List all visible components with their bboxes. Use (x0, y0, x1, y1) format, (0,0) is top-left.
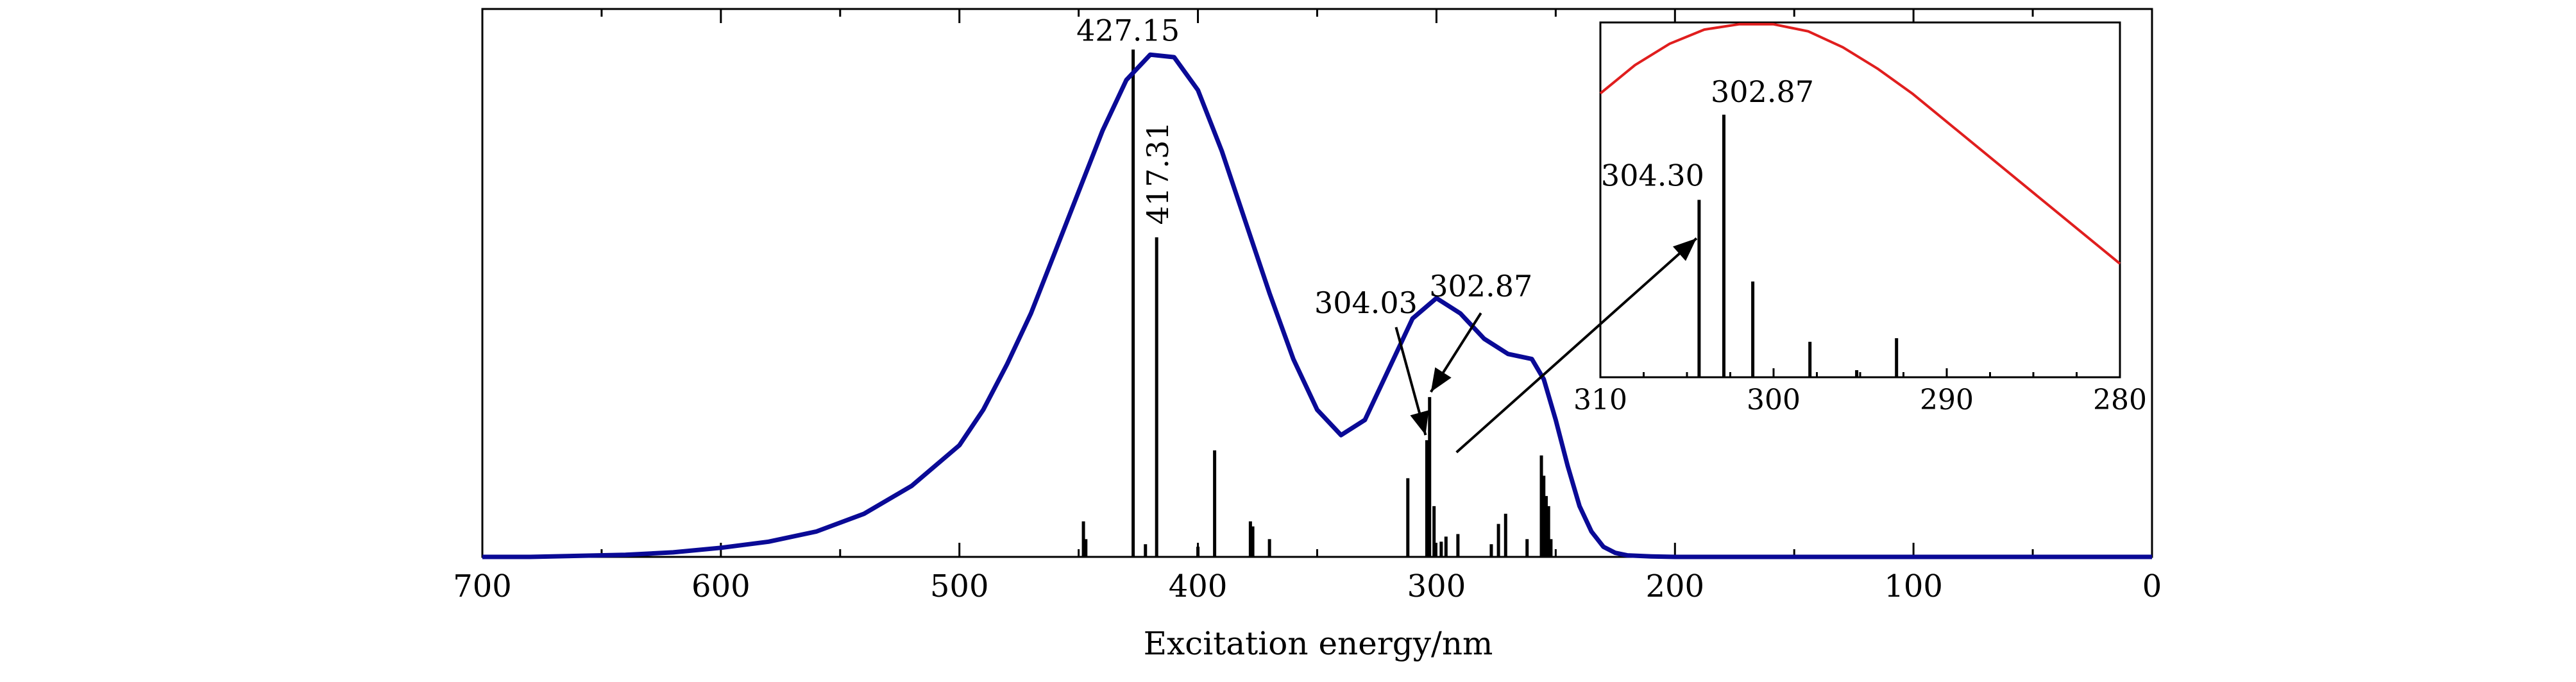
peak-label-302: 302.87 (1429, 269, 1532, 303)
inset-tick-label: 280 (2093, 384, 2147, 416)
peak-label-427: 427.15 (1076, 13, 1180, 47)
x-axis-title: Excitation energy/nm (1144, 625, 1493, 662)
peak-label-304: 304.03 (1314, 286, 1418, 320)
arrow-302-head (1430, 367, 1452, 392)
inset-tick-label: 300 (1747, 384, 1801, 416)
main-plot: 700 600 500 400 300 200 100 0 427.15 417.31 304.03… (453, 8, 2162, 604)
x-tick-label: 700 (453, 568, 512, 604)
peak-label-417: 417.31 (1140, 121, 1175, 225)
inset-curve (1599, 22, 2121, 265)
x-tick-label: 500 (930, 568, 989, 604)
x-tick-label: 0 (2142, 568, 2162, 604)
x-tick-label: 100 (1884, 568, 1943, 604)
inset-peak-label-304: 304.30 (1601, 158, 1704, 193)
annotation-arrows (1394, 237, 1698, 454)
inset-plot: 310 300 290 280 304.30 302.87 (1573, 21, 2147, 416)
x-tick-label: 400 (1169, 568, 1228, 604)
inset-frame (1599, 21, 2121, 379)
inset-tick-label: 310 (1573, 384, 1627, 416)
zoom-arrow (1455, 237, 1698, 454)
inset-peak-label-302: 302.87 (1711, 74, 1814, 109)
inset-tick-label: 290 (1920, 384, 1974, 416)
arrow-304-head (1410, 410, 1429, 436)
absorption-curve (482, 52, 2152, 559)
zoom-arrow-head (1673, 238, 1697, 261)
x-tick-label: 600 (691, 568, 750, 604)
x-tick-label: 300 (1407, 568, 1466, 604)
x-tick-label: 200 (1645, 568, 1704, 604)
